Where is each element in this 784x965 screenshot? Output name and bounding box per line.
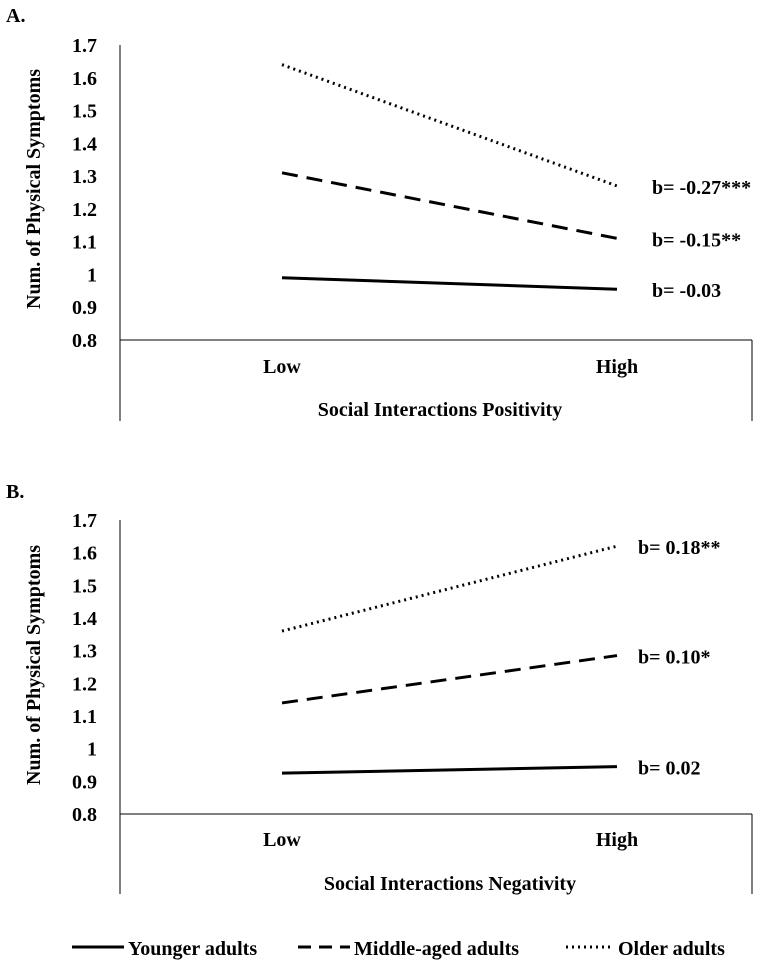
series-line-dotted (281, 63, 618, 188)
x-category-label: Low (263, 829, 301, 851)
y-tick-labels: 0.8 0.9 1 1.1 1.2 1.3 1.4 1.5 1.6 1.7 (72, 510, 97, 826)
y-tick-label: 1.6 (72, 68, 97, 90)
y-tick-label: 1.6 (72, 543, 97, 565)
series-lines (281, 63, 618, 291)
slope-annotation: b= 0.02 (638, 758, 701, 780)
panel-label: A. (6, 5, 25, 27)
slope-annotations: b= -0.27*** b= -0.15** b= -0.03 (652, 177, 751, 302)
series-line-solid (281, 765, 618, 775)
y-tick-label: 1 (87, 739, 97, 761)
series-line-dashed (281, 654, 618, 705)
y-tick-label: 0.8 (72, 804, 97, 826)
panel-label: B. (6, 481, 24, 503)
series-line-dashed (281, 171, 618, 240)
y-tick-label: 1.4 (72, 608, 97, 630)
series-line-dotted (281, 544, 618, 633)
y-tick-label: 1.7 (72, 35, 97, 57)
x-category-label: High (596, 356, 638, 378)
slope-annotation: b= -0.03 (652, 280, 721, 302)
panel-a: A. Num. of Physical Symptoms Social Inte… (6, 5, 753, 421)
y-tick-label: 1.1 (72, 232, 97, 254)
legend-label-younger: Younger adults (128, 938, 257, 960)
y-tick-label: 1.7 (72, 510, 97, 532)
y-tick-label: 0.9 (72, 297, 97, 319)
y-tick-label: 0.8 (72, 330, 97, 352)
y-tick-label: 1.4 (72, 133, 97, 155)
slope-annotations: b= 0.18** b= 0.10* b= 0.02 (638, 537, 721, 780)
slope-annotation: b= -0.27*** (652, 177, 751, 199)
y-tick-labels: 0.8 0.9 1 1.1 1.2 1.3 1.4 1.5 1.6 1.7 (72, 35, 97, 352)
slope-annotation: b= 0.18** (638, 537, 721, 559)
x-category-label: Low (263, 356, 301, 378)
y-tick-label: 1 (87, 264, 97, 286)
y-tick-label: 1.3 (72, 166, 97, 188)
y-tick-label: 1.5 (72, 101, 97, 123)
y-tick-label: 1.2 (72, 673, 97, 695)
legend-label-older: Older adults (618, 938, 725, 960)
series-line-solid (281, 276, 618, 291)
slope-annotation: b= 0.10* (638, 647, 711, 669)
legend: Younger adults Middle-aged adults Older … (72, 938, 725, 960)
y-axis-label: Num. of Physical Symptoms (23, 69, 45, 309)
slope-annotation: b= -0.15** (652, 229, 741, 251)
y-tick-label: 1.5 (72, 575, 97, 597)
x-category-label: High (596, 829, 638, 851)
x-axis-label: Social Interactions Negativity (324, 873, 576, 895)
y-tick-label: 1.2 (72, 199, 97, 221)
x-category-labels: Low High (263, 356, 638, 378)
y-tick-label: 1.1 (72, 706, 97, 728)
y-tick-label: 0.9 (72, 771, 97, 793)
series-lines (281, 544, 618, 775)
axis-frame (119, 520, 753, 894)
x-axis-label: Social Interactions Positivity (318, 399, 562, 421)
x-category-labels: Low High (263, 829, 638, 851)
y-tick-label: 1.3 (72, 641, 97, 663)
panel-b: B. Num. of Physical Symptoms Social Inte… (6, 481, 753, 895)
y-axis-label: Num. of Physical Symptoms (23, 545, 45, 785)
axis-frame (119, 45, 753, 421)
legend-label-middle: Middle-aged adults (354, 938, 519, 960)
